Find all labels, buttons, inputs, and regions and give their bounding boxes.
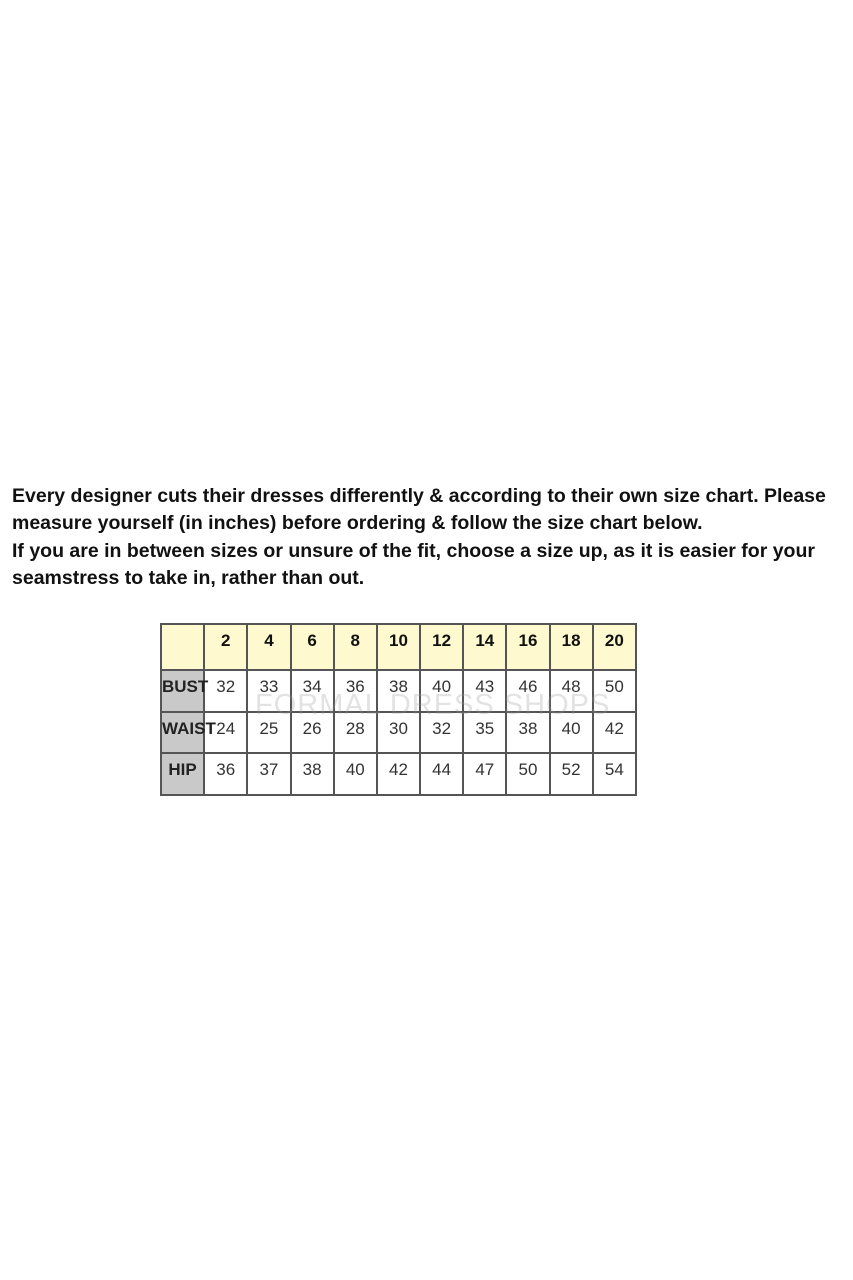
table-row: WAIST 24 25 26 28 30 32 35 38 40 42 (159, 710, 638, 755)
measurement-cell: 43 (462, 669, 508, 713)
measurement-cell: 34 (289, 669, 335, 713)
measurement-cell: 50 (591, 669, 638, 713)
measurement-cell: 32 (203, 669, 249, 713)
measurement-cell: 40 (419, 669, 465, 713)
measurement-cell: 36 (332, 669, 378, 713)
measurement-cell: 44 (419, 752, 465, 796)
measurement-cell: 46 (505, 669, 551, 713)
size-header-cell: 6 (289, 623, 335, 671)
size-header-cell: 20 (591, 623, 638, 671)
measurement-cell: 54 (591, 752, 638, 796)
size-chart-table: 2 4 6 8 10 12 14 16 18 20 BUST 32 33 34 36 38 40 43 46 48 50… (159, 623, 638, 796)
size-header-row: 2 4 6 8 10 12 14 16 18 20 (159, 623, 638, 671)
measurement-cell: 32 (419, 710, 465, 755)
size-header-cell: 18 (548, 623, 594, 671)
table-row: BUST 32 33 34 36 38 40 43 46 48 50 (159, 669, 638, 713)
size-chart: 2 4 6 8 10 12 14 16 18 20 BUST 32 33 34 36 38 40 43 46 48 50… (159, 623, 638, 796)
measurement-cell: 37 (246, 752, 292, 796)
intro-paragraph-1: Every designer cuts their dresses differ… (12, 485, 826, 535)
row-label: WAIST (159, 710, 216, 755)
measurement-cell: 40 (548, 710, 594, 755)
size-header-cell: 16 (505, 623, 551, 671)
size-header-cell: 12 (419, 623, 465, 671)
row-label: BUST (159, 669, 208, 713)
size-header-cell: 14 (462, 623, 508, 671)
measurement-cell: 42 (591, 710, 638, 755)
measurement-cell: 48 (548, 669, 594, 713)
measurement-cell: 24 (203, 710, 249, 755)
measurement-cell: 38 (375, 669, 422, 713)
measurement-cell: 25 (246, 710, 292, 755)
measurement-cell: 42 (375, 752, 422, 796)
measurement-cell: 26 (289, 710, 335, 755)
measurement-cell: 50 (505, 752, 551, 796)
measurement-cell: 28 (332, 710, 378, 755)
measurement-cell: 36 (203, 752, 249, 796)
size-header-cell: 2 (203, 623, 249, 671)
size-header-cell: 10 (375, 623, 422, 671)
measurement-cell: 38 (289, 752, 335, 796)
measurement-cell: 30 (375, 710, 422, 755)
measurement-cell: 47 (462, 752, 508, 796)
measurement-cell: 35 (462, 710, 508, 755)
intro-paragraph-2: If you are in between sizes or unsure of… (12, 539, 815, 589)
measurement-cell: 38 (505, 710, 551, 755)
measurement-cell: 40 (332, 752, 378, 796)
row-label: HIP (159, 752, 206, 796)
table-row: HIP 36 37 38 40 42 44 47 50 52 54 (159, 752, 638, 796)
corner-cell (159, 623, 206, 671)
intro-text: Every designer cuts their dresses differ… (12, 483, 852, 592)
measurement-cell: 52 (548, 752, 594, 796)
size-header-cell: 4 (246, 623, 292, 671)
size-header-cell: 8 (332, 623, 378, 671)
measurement-cell: 33 (246, 669, 292, 713)
